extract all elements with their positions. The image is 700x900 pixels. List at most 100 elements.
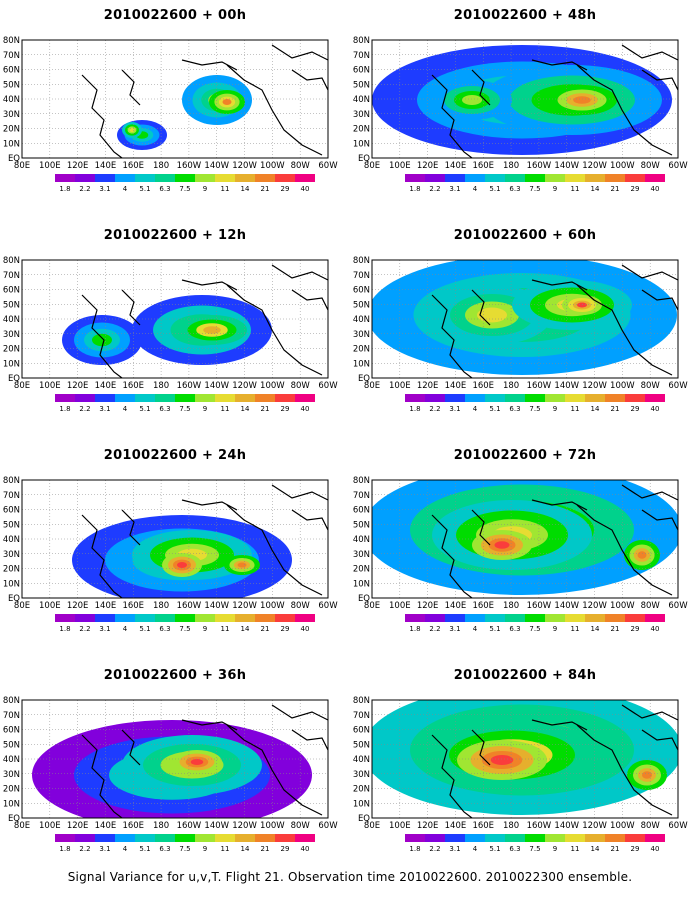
colorbar-label: 4 <box>473 405 478 413</box>
lon-tick-label: 180 <box>503 821 519 831</box>
panel-title: 2010022600 + 36h <box>103 668 247 683</box>
lon-tick-label: 140E <box>445 821 467 831</box>
lon-tick-label: 160E <box>122 161 144 171</box>
colorbar-label: 29 <box>631 185 640 193</box>
colorbar-swatch <box>215 174 235 182</box>
colorbar-label: 40 <box>651 845 660 853</box>
colorbar-label: 9 <box>553 405 557 413</box>
colorbar-label: 3.1 <box>99 845 110 853</box>
lon-tick-label: 100W <box>260 381 285 391</box>
lat-tick-label: 60N <box>353 726 370 736</box>
colorbar-swatch <box>275 394 295 402</box>
colorbar-swatch <box>545 834 565 842</box>
colorbar-swatch <box>235 614 255 622</box>
lat-tick-label: 30N <box>3 550 20 560</box>
colorbar-label: 9 <box>553 845 557 853</box>
lat-tick-label: EQ <box>8 814 20 824</box>
lon-tick-label: 180 <box>153 381 169 391</box>
lat-tick-label: 60N <box>353 506 370 516</box>
lat-tick-label: 30N <box>3 770 20 780</box>
lat-tick-label: 60N <box>3 66 20 76</box>
colorbar-swatch <box>445 614 465 622</box>
lat-tick-label: 20N <box>3 785 20 795</box>
lon-tick-label: 80E <box>14 161 30 171</box>
colorbar-label: 21 <box>611 185 620 193</box>
colorbar-swatch <box>545 394 565 402</box>
colorbar-label: 21 <box>611 625 620 633</box>
lon-tick-label: 60W <box>668 161 688 171</box>
lon-tick-label: 80W <box>291 161 311 171</box>
colorbar-label: 5.1 <box>489 405 500 413</box>
colorbar-swatch <box>605 614 625 622</box>
colorbar-label: 1.8 <box>409 185 420 193</box>
colorbar-label: 21 <box>261 625 270 633</box>
lon-tick-label: 80W <box>641 601 661 611</box>
lon-tick-label: 100E <box>389 821 411 831</box>
lon-tick-label: 140E <box>95 381 117 391</box>
lat-tick-label: 80N <box>3 36 20 46</box>
lat-tick-label: 50N <box>3 520 20 530</box>
lat-tick-label: 30N <box>353 110 370 120</box>
colorbar-swatch <box>135 394 155 402</box>
lat-tick-label: 20N <box>3 565 20 575</box>
variance-field <box>372 480 678 595</box>
variance-contour <box>494 541 510 549</box>
variance-field <box>372 45 672 155</box>
colorbar-swatch <box>195 614 215 622</box>
colorbar-label: 29 <box>631 845 640 853</box>
colorbar-label: 3.1 <box>99 185 110 193</box>
lat-tick-label: 70N <box>353 491 370 501</box>
colorbar-label: 14 <box>591 185 600 193</box>
colorbar-swatch <box>565 394 585 402</box>
lon-tick-label: 100E <box>39 381 61 391</box>
colorbar-label: 3.1 <box>99 625 110 633</box>
colorbar-label: 9 <box>553 185 557 193</box>
lon-tick-label: 80W <box>291 381 311 391</box>
map-plot: EQ 10N 20N 30N 40N 50N 60N 70N 80N 80E 100E 120E 140… <box>353 696 688 853</box>
map-plot: EQ 10N 20N 30N 40N 50N 60N 70N 80N 80E 100E 120E 140… <box>3 696 338 853</box>
colorbar-swatch <box>115 174 135 182</box>
colorbar-swatch <box>195 834 215 842</box>
lon-tick-label: 160E <box>472 381 494 391</box>
colorbar-swatch <box>405 174 425 182</box>
lat-tick-label: 10N <box>353 799 370 809</box>
lon-tick-label: 120W <box>232 161 257 171</box>
panel-48h: 2010022600 + 48h EQ 10N 20N 30N 40N 50N 60N 70N… <box>350 0 700 225</box>
lon-tick-label: 120W <box>582 381 607 391</box>
variance-contour <box>237 562 247 568</box>
colorbar-swatch <box>465 174 485 182</box>
colorbar-label: 40 <box>651 185 660 193</box>
graticule <box>22 700 328 818</box>
colorbar-label: 40 <box>301 185 310 193</box>
variance-contour <box>642 771 652 779</box>
colorbar-label: 1.8 <box>409 625 420 633</box>
lon-tick-label: 120E <box>67 601 89 611</box>
lon-tick-label: 140E <box>95 161 117 171</box>
colorbar-swatch <box>465 394 485 402</box>
colorbar-label: 5.1 <box>139 405 150 413</box>
colorbar-swatch <box>505 174 525 182</box>
map-frame <box>371 699 679 819</box>
colorbar-label: 29 <box>631 405 640 413</box>
colorbar: 1.8 2.2 3.1 4 5.1 6.3 7.5 9 11 14 21 29 40 <box>55 394 315 413</box>
colorbar-label: 14 <box>591 845 600 853</box>
colorbar-swatch <box>565 614 585 622</box>
colorbar-swatch <box>155 614 175 622</box>
colorbar-swatch <box>255 394 275 402</box>
colorbar-label: 4 <box>123 845 128 853</box>
colorbar-swatch <box>95 614 115 622</box>
lat-tick-label: 40N <box>353 95 370 105</box>
colorbar-swatch <box>115 834 135 842</box>
colorbar-label: 3.1 <box>449 845 460 853</box>
colorbar-swatch <box>95 394 115 402</box>
lon-tick-label: 120W <box>582 601 607 611</box>
variance-contour <box>573 96 591 104</box>
lon-tick-label: 60W <box>668 381 688 391</box>
lon-tick-label: 180 <box>503 161 519 171</box>
lon-tick-label: 60W <box>318 161 338 171</box>
lat-tick-label: 50N <box>3 300 20 310</box>
lon-tick-label: 120W <box>232 381 257 391</box>
lat-tick-label: 10N <box>3 579 20 589</box>
colorbar-label: 29 <box>631 625 640 633</box>
lon-tick-label: 140E <box>445 161 467 171</box>
